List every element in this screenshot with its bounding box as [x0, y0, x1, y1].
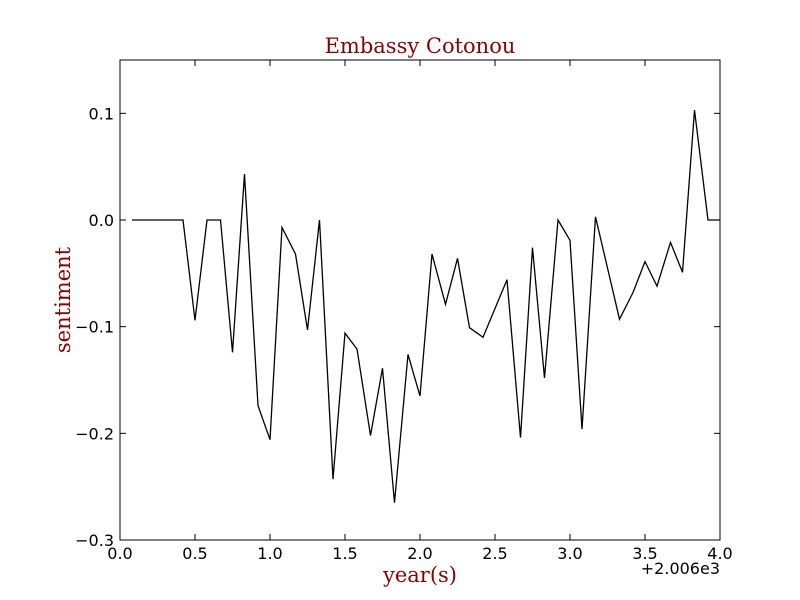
x-tick-label: 1.5	[332, 544, 357, 563]
ticks: 0.0 0.5 1.0 1.5 2.0 2.5 3.0 3.5 4.0 −0.3 −0.2 −0.1 0…	[75, 60, 733, 563]
x-tick-label: 2.0	[407, 544, 432, 563]
y-tick-label: −0.2	[75, 424, 114, 443]
x-tick-label: 3.0	[557, 544, 582, 563]
plot-frame	[119, 59, 721, 541]
x-tick-label: 3.5	[632, 544, 657, 563]
x-tick-label: 2.5	[482, 544, 507, 563]
series-line	[132, 110, 720, 503]
y-tick-label: 0.1	[89, 104, 114, 123]
y-axis-label: sentiment	[51, 246, 75, 353]
y-tick-label: 0.0	[89, 211, 114, 230]
x-tick-label: 0.5	[182, 544, 207, 563]
x-axis-offset-label: +2.006e3	[641, 559, 720, 578]
plot-background	[120, 60, 720, 540]
x-axis-label: year(s)	[382, 563, 457, 587]
x-tick-label: 0.0	[107, 544, 132, 563]
series-lines	[132, 110, 720, 503]
chart-title: Embassy Cotonou	[325, 34, 516, 58]
x-tick-label: 4.0	[707, 544, 732, 563]
y-tick-label: −0.1	[75, 318, 114, 337]
x-tick-label: 1.0	[257, 544, 282, 563]
y-tick-label: −0.3	[75, 531, 114, 550]
